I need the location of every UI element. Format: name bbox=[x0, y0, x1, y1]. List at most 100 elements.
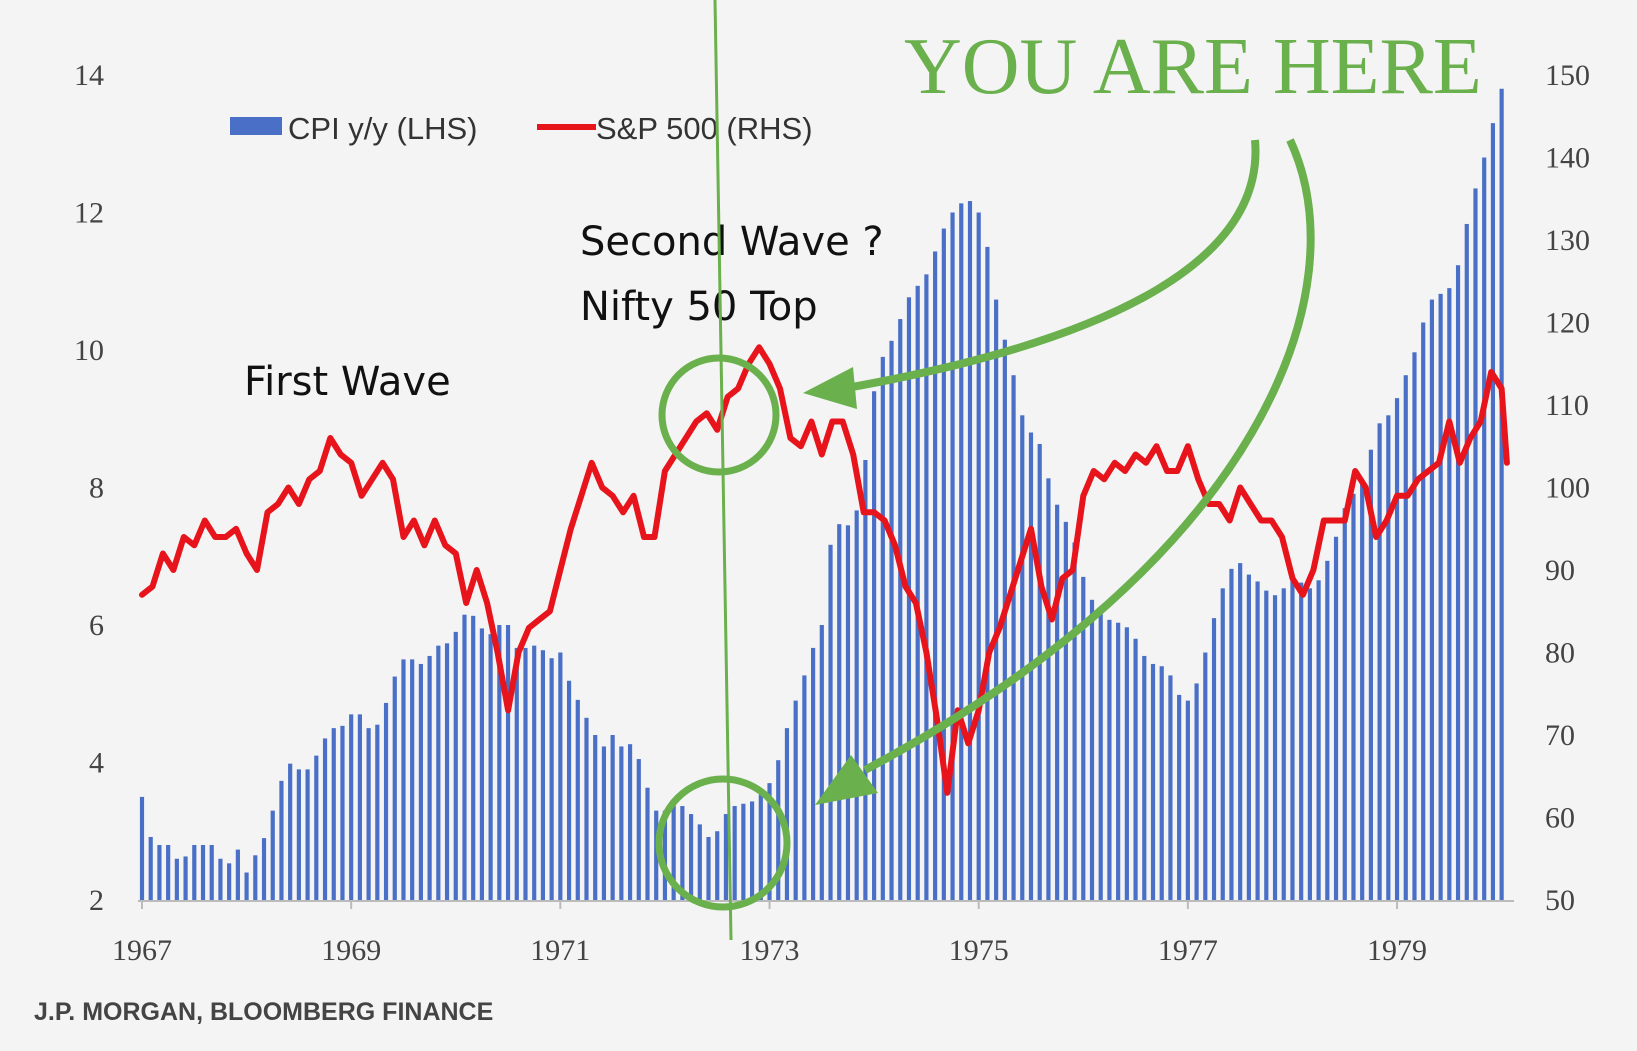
cpi-bar bbox=[1055, 504, 1060, 900]
cpi-bar bbox=[941, 228, 946, 901]
cpi-bar bbox=[1246, 574, 1251, 900]
cpi-bar bbox=[479, 628, 484, 900]
cpi-bar bbox=[471, 615, 476, 900]
cpi-bar bbox=[1412, 352, 1417, 900]
cpi-bar bbox=[462, 614, 467, 900]
cpi-bar bbox=[741, 803, 746, 900]
cpi-bar bbox=[558, 652, 563, 900]
cpi-bar bbox=[706, 836, 711, 900]
cpi-bar bbox=[811, 647, 816, 900]
cpi-bar bbox=[488, 634, 493, 900]
y-axis-left: 2 4 6 8 10 12 14 bbox=[74, 59, 104, 917]
x-tick-label: 1977 bbox=[1158, 934, 1218, 967]
y-right-tick-label: 140 bbox=[1545, 142, 1590, 175]
cpi-bar bbox=[767, 783, 772, 901]
cpi-bar bbox=[1272, 595, 1278, 900]
cpi-bar bbox=[375, 724, 380, 900]
cpi-bar bbox=[1255, 581, 1260, 900]
cpi-bar bbox=[575, 699, 580, 900]
cpi-bar bbox=[750, 801, 755, 900]
legend-cpi-swatch bbox=[230, 117, 282, 135]
y-right-tick-label: 150 bbox=[1545, 59, 1590, 92]
cpi-bar bbox=[357, 714, 362, 901]
cpi-bar bbox=[1089, 599, 1095, 900]
cpi-bar bbox=[906, 297, 912, 900]
cpi-bar bbox=[1429, 299, 1434, 901]
cpi-bar bbox=[401, 659, 406, 901]
cpi-bar bbox=[994, 299, 999, 901]
cpi-bar bbox=[837, 524, 842, 900]
cpi-bar bbox=[1447, 288, 1452, 901]
cpi-bar bbox=[540, 650, 546, 900]
x-tick-label: 1969 bbox=[321, 934, 381, 967]
cpi-bar bbox=[1386, 415, 1391, 900]
x-axis: 1967 1969 1971 1973 1975 1977 1979 bbox=[112, 900, 1514, 967]
cpi-bar bbox=[1203, 652, 1208, 900]
cpi-bar bbox=[880, 356, 885, 901]
cpi-bar bbox=[1490, 123, 1496, 900]
cpi-bar bbox=[854, 510, 859, 900]
cpi-bar bbox=[235, 849, 240, 900]
circle-sp500-peak bbox=[658, 354, 780, 476]
cpi-bar bbox=[157, 845, 162, 900]
cpi-bar bbox=[950, 212, 955, 900]
cpi-bar bbox=[1377, 423, 1382, 900]
cpi-bar bbox=[1281, 588, 1286, 900]
cpi-bar bbox=[1159, 666, 1164, 900]
arrow-curve-lower bbox=[863, 138, 1315, 774]
y-left-tick-label: 10 bbox=[74, 334, 104, 367]
cpi-bar bbox=[305, 769, 310, 901]
cpi-bar bbox=[1403, 375, 1408, 901]
cpi-bar bbox=[784, 728, 790, 900]
cpi-bar bbox=[209, 845, 214, 900]
legend: CPI y/y (LHS) S&P 500 (RHS) bbox=[230, 111, 813, 146]
cpi-bar bbox=[1499, 88, 1504, 900]
cpi-bar bbox=[680, 806, 685, 900]
cpi-bar bbox=[1211, 618, 1217, 901]
cpi-bar bbox=[872, 391, 877, 900]
circle-cpi-trough bbox=[655, 775, 791, 911]
source-note: J.P. MORGAN, BLOOMBERG FINANCE bbox=[34, 998, 493, 1026]
cpi-bar bbox=[1351, 493, 1356, 900]
cpi-bar bbox=[802, 675, 807, 900]
cpi-bar bbox=[1482, 157, 1487, 900]
you-are-here-label: YOU ARE HERE bbox=[904, 23, 1482, 111]
cpi-bar bbox=[322, 738, 328, 900]
cpi-bar bbox=[662, 810, 668, 901]
cpi-bar bbox=[1360, 479, 1365, 900]
cpi-bar bbox=[349, 714, 354, 901]
y-left-tick-label: 6 bbox=[89, 609, 104, 642]
cpi-bar bbox=[410, 659, 415, 901]
cpi-bar bbox=[610, 735, 615, 900]
arrow-head-upper bbox=[803, 367, 857, 409]
cpi-bar bbox=[288, 763, 293, 900]
cpi-bar bbox=[593, 735, 598, 900]
cpi-bar bbox=[967, 201, 973, 901]
cpi-bars bbox=[139, 88, 1504, 901]
cpi-bar bbox=[1037, 443, 1042, 900]
y-right-tick-label: 90 bbox=[1545, 554, 1575, 587]
cpi-bar bbox=[514, 647, 519, 900]
cpi-bar bbox=[863, 460, 868, 900]
sp500-line bbox=[139, 344, 1510, 796]
nifty-top-annotation: Nifty 50 Top bbox=[580, 284, 818, 330]
cpi-bar bbox=[296, 769, 301, 901]
cpi-bar bbox=[584, 717, 589, 900]
cpi-bar bbox=[392, 676, 397, 900]
y-right-tick-label: 50 bbox=[1545, 884, 1575, 917]
x-tick-label: 1975 bbox=[949, 934, 1009, 967]
cpi-bar bbox=[1368, 449, 1373, 900]
cpi-bar bbox=[671, 799, 676, 900]
x-tick-label: 1979 bbox=[1367, 934, 1427, 967]
cpi-bar bbox=[976, 212, 981, 900]
y-right-tick-label: 80 bbox=[1545, 637, 1575, 670]
cpi-bar bbox=[793, 700, 798, 901]
cpi-bar bbox=[758, 794, 763, 900]
cpi-bar bbox=[505, 625, 511, 900]
y-right-tick-label: 100 bbox=[1545, 472, 1590, 505]
cpi-bar bbox=[1063, 521, 1068, 900]
cpi-bar bbox=[723, 814, 729, 900]
cpi-bar bbox=[444, 643, 450, 900]
cpi-bar bbox=[959, 203, 964, 900]
